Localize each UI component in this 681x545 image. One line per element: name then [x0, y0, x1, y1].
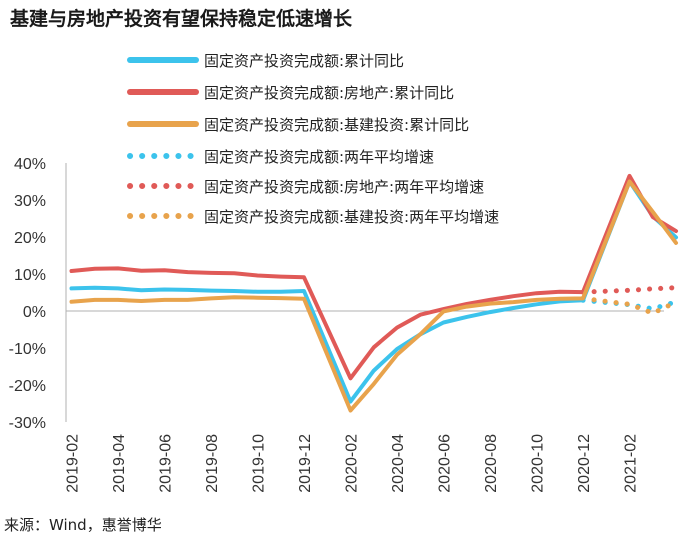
legend-label-3: 固定资产投资完成额:基建投资:累计同比 [204, 116, 469, 134]
x-tick-label: 2019-10 [251, 434, 268, 493]
x-tick-label: 2020-10 [530, 434, 547, 493]
y-tick-label: 10% [14, 267, 46, 284]
series-line-3 [69, 179, 678, 413]
legend-label-5: 固定资产投资完成额:房地产:两年平均增速 [204, 178, 484, 196]
chart-axes: 40% 30% 20% 10% 0% -10% -20% -30% 2019-02 2019-04… [9, 156, 664, 493]
x-tick-label: 2020-08 [483, 434, 500, 493]
x-tick-label: 2019-02 [65, 434, 82, 493]
legend-label-4: 固定资产投资完成额:两年平均增速 [204, 148, 434, 166]
chart-series [69, 173, 679, 413]
source-note: 来源：Wind，惠誉博华 [4, 516, 162, 534]
series-line-1 [69, 179, 678, 404]
x-tick-label: 2020-04 [390, 434, 407, 493]
x-tick-label: 2019-12 [297, 434, 314, 493]
chart-legend: 固定资产投资完成额:累计同比固定资产投资完成额:房地产:累计同比固定资产投资完成… [127, 52, 499, 226]
x-tick-label: 2021-02 [623, 434, 640, 493]
y-tick-label: 40% [14, 156, 46, 173]
x-tick-label: 2019-08 [204, 434, 221, 493]
legend-label-6: 固定资产投资完成额:基建投资:两年平均增速 [204, 208, 499, 226]
series-line-5 [580, 285, 679, 295]
y-tick-label: -20% [9, 378, 46, 395]
y-tick-label: 20% [14, 230, 46, 247]
series-line-6 [580, 295, 679, 316]
y-tick-label: 30% [14, 193, 46, 210]
x-tick-label: 2020-02 [344, 434, 361, 493]
legend-label-2: 固定资产投资完成额:房地产:累计同比 [204, 84, 454, 102]
y-tick-label: -10% [9, 341, 46, 358]
legend-label-1: 固定资产投资完成额:累计同比 [204, 52, 404, 70]
x-tick-label: 2019-04 [111, 434, 128, 493]
x-tick-label: 2020-06 [437, 434, 454, 493]
y-tick-label: -30% [9, 415, 46, 432]
chart-title: 基建与房地产投资有望保持稳定低速增长 [10, 8, 353, 30]
x-tick-label: 2019-06 [158, 434, 175, 493]
series-line-2 [69, 173, 678, 381]
y-tick-label: 0% [23, 304, 46, 321]
x-tick-label: 2020-12 [576, 434, 593, 493]
